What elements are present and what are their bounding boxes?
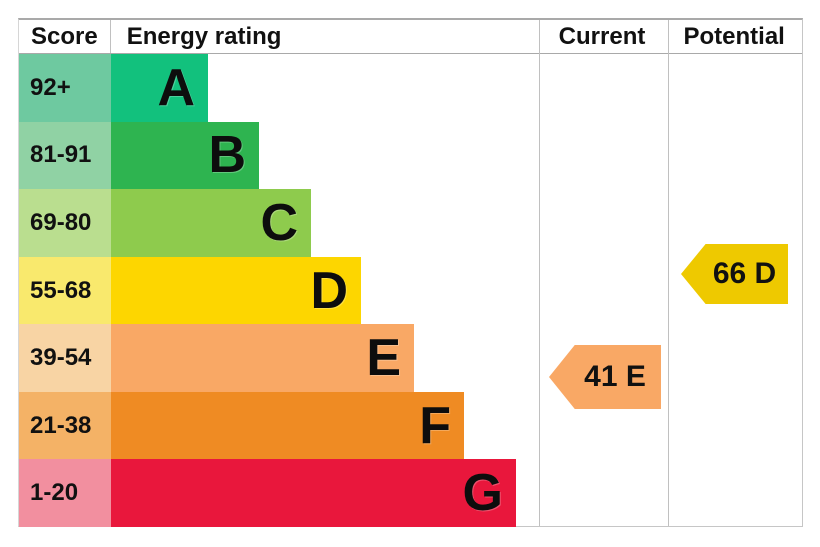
band-row-b: 81-91 B (19, 121, 802, 190)
score-range-a: 92+ (19, 54, 111, 122)
band-letter-a: A (157, 58, 195, 117)
band-letter-d: D (310, 261, 348, 320)
score-range-c: 69-80 (19, 189, 111, 257)
current-rating-label: 41 E (584, 360, 646, 393)
band-bar-c: C (111, 189, 311, 257)
score-range-g: 1-20 (19, 459, 111, 528)
potential-column-divider (668, 20, 669, 526)
potential-rating-arrow: 66 D (681, 244, 788, 304)
band-letter-f: F (419, 396, 451, 455)
band-row-c: 69-80 C (19, 189, 802, 257)
band-letter-e: E (366, 329, 401, 388)
band-letter-b: B (208, 126, 246, 185)
score-range-f: 21-38 (19, 391, 111, 460)
band-bar-e: E (111, 324, 414, 392)
energy-rating-chart: Score Energy rating Current Potential 92… (18, 18, 803, 528)
score-range-b: 81-91 (19, 121, 111, 190)
band-bar-g: G (111, 459, 516, 528)
band-rows: 92+ A 81-91 B 69-80 C 55-68 D 39-54 E 21-38 F 1-20 G (19, 54, 802, 528)
band-row-f: 21-38 F (19, 391, 802, 460)
band-bar-f: F (111, 391, 464, 460)
band-bar-d: D (111, 256, 361, 325)
band-row-a: 92+ A (19, 54, 802, 122)
band-letter-c: C (260, 193, 298, 252)
score-range-d: 55-68 (19, 256, 111, 325)
potential-rating-label: 66 D (712, 257, 777, 290)
score-column-header: Score (19, 20, 111, 53)
band-letter-g: G (462, 464, 503, 523)
energy-rating-column-header: Energy rating (126, 22, 282, 50)
band-bar-b: B (111, 121, 259, 190)
band-row-e: 39-54 E (19, 324, 802, 392)
current-rating-arrow: 41 E (549, 345, 661, 409)
potential-column-header: Potential (683, 22, 785, 50)
chart-header-row: Score Energy rating Current Potential (19, 20, 802, 54)
band-row-d: 55-68 D (19, 256, 802, 325)
score-range-e: 39-54 (19, 324, 111, 392)
band-row-g: 1-20 G (19, 459, 802, 528)
band-bar-a: A (111, 54, 208, 122)
current-column-header: Current (558, 22, 646, 50)
current-column-divider (539, 20, 540, 526)
